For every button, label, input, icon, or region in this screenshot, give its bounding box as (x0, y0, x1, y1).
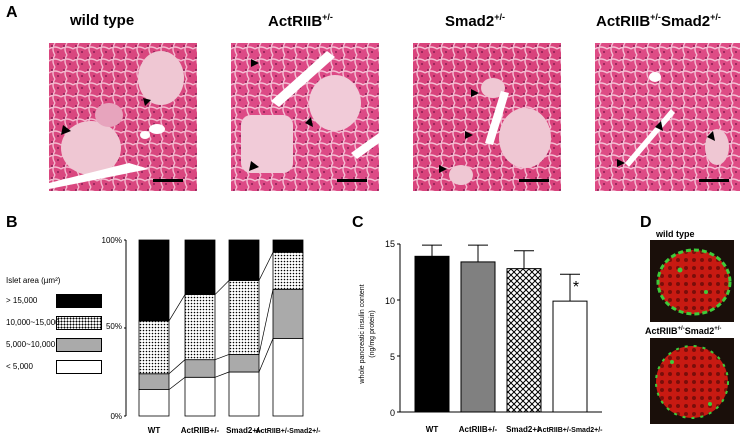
insulin-xtick-actriib: ActRIIB+/- (459, 425, 498, 434)
insulin-bar-chart: whole pancreatic insulin content (ng/mg … (359, 239, 604, 434)
insulin-bar-2 (506, 268, 542, 413)
insulin-ylabel-line1: whole pancreatic insulin content (359, 284, 366, 384)
insulin-ytick-15: 15 (385, 239, 395, 249)
stacked-xtick-smad2: Smad2+/- (226, 426, 262, 435)
panel-d-label-double: ActRIIB+/-Smad2+/- (645, 326, 722, 336)
panel-d-label-wildtype: wild type (656, 229, 695, 239)
micrograph-actriib (231, 43, 379, 191)
stacked-segment-2-3 (228, 239, 260, 281)
stacked-segment-1-1 (184, 359, 216, 378)
stacked-ytick-0: 0% (110, 412, 122, 421)
legend-label-5000-10000: 5,000~10,000 (6, 340, 56, 349)
stacked-xtick-actriib: ActRIIB+/- (181, 426, 220, 435)
stacked-segment-1-2 (184, 294, 216, 361)
stacked-xtick-double: ActRIIB+/-Smad2+/- (256, 428, 322, 435)
micrograph-double (595, 43, 740, 191)
stacked-segment-2-0 (228, 371, 260, 417)
insulin-ytick-10: 10 (385, 296, 395, 306)
panel-a-title-wildtype: wild type (70, 12, 135, 29)
insulin-bar-1 (460, 261, 496, 413)
insulin-xtick-smad2: Smad2+/- (506, 425, 542, 434)
stacked-ytick-100: 100% (102, 236, 122, 245)
stacked-connector-1-2 (214, 280, 230, 295)
significance-asterisk: * (573, 279, 579, 296)
stacked-ytick-50: 50% (106, 322, 122, 331)
panel-a-letter: A (6, 4, 18, 21)
fluorescence-image-double (650, 338, 734, 424)
insulin-xtick-wt: WT (426, 425, 439, 434)
legend-swatch-lt5000 (56, 360, 102, 374)
insulin-ylabel-line2: (ng/mg protein) (369, 310, 376, 357)
legend-swatch-10000-15000 (56, 316, 102, 330)
stacked-connector-1-0 (214, 371, 230, 378)
panel-d-letter: D (640, 214, 652, 231)
legend-swatch-gt15000 (56, 294, 102, 308)
stacked-connector-2-1 (258, 289, 274, 355)
fluorescence-image-wildtype (650, 240, 734, 322)
panel-a-title-double: ActRIIB+/-Smad2+/- (596, 12, 721, 30)
legend-swatch-5000-10000 (56, 338, 102, 352)
stacked-segment-3-0 (272, 338, 304, 417)
micrograph-smad2 (413, 43, 561, 191)
stacked-segment-1-3 (184, 239, 216, 295)
stacked-segment-2-2 (228, 280, 260, 355)
legend-title: Islet area (µm²) (6, 276, 61, 285)
legend-label-gt15000: > 15,000 (6, 296, 38, 305)
stacked-connector-0-1 (168, 359, 186, 375)
panel-c-letter: C (352, 214, 364, 231)
insulin-ytick-5: 5 (390, 352, 395, 362)
stacked-segment-2-1 (228, 354, 260, 373)
stacked-segment-1-0 (184, 376, 216, 417)
stacked-segment-0-0 (138, 389, 170, 417)
legend-label-lt5000: < 5,000 (6, 362, 33, 371)
stacked-segment-0-2 (138, 320, 170, 375)
stacked-segment-0-3 (138, 239, 170, 322)
stacked-segment-3-1 (272, 288, 304, 339)
panel-a-title-smad2: Smad2+/- (445, 12, 505, 30)
stacked-bar-chart: 100% 50% 0% WT ActRIIB+/- Smad2+/- ActRI… (102, 236, 322, 435)
stacked-connector-0-2 (168, 294, 186, 322)
stacked-connector-0-0 (168, 377, 186, 390)
legend-label-10000-15000: 10,000~15,000 (6, 318, 60, 327)
stacked-connector-2-0 (258, 338, 274, 373)
stacked-connector-2-2 (258, 252, 274, 281)
panel-b-letter: B (6, 214, 18, 231)
insulin-bar-0 (414, 255, 450, 413)
insulin-xtick-double: ActRIIB+/-Smad2+/- (538, 427, 604, 434)
stacked-xtick-wt: WT (148, 426, 161, 435)
panel-a-title-actriib: ActRIIB+/- (268, 12, 333, 30)
insulin-bar-3 (552, 300, 588, 413)
insulin-ytick-0: 0 (390, 408, 395, 418)
stacked-segment-0-1 (138, 373, 170, 390)
stacked-segment-3-2 (272, 251, 304, 290)
micrograph-wildtype (49, 43, 197, 191)
stacked-connector-1-1 (214, 354, 230, 361)
stacked-segment-3-3 (272, 239, 304, 253)
